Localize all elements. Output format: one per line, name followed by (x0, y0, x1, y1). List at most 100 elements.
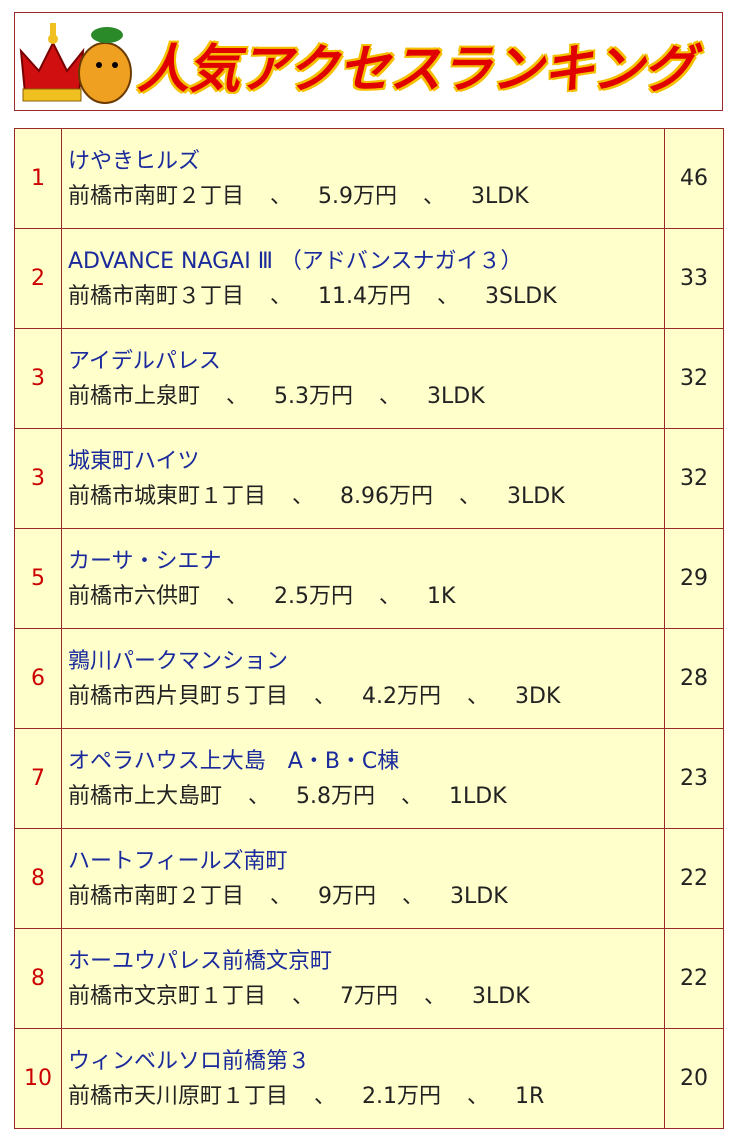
property-detail: 前橋市南町２丁目、 9万円、 3LDK (68, 879, 664, 914)
price: 8.96万円 (340, 483, 434, 509)
rank: 5 (14, 528, 62, 629)
layout: 3LDK (427, 383, 485, 409)
property: 鶉川パークマンション 前橋市西片貝町５丁目、 4.2万円、 3DK (61, 628, 665, 729)
ranking-row: 8 ハートフィールズ南町前橋市南町２丁目、 9万円、 3LDK 22 (14, 828, 724, 929)
property-name[interactable]: 鶉川パークマンション (68, 648, 289, 674)
price: 4.2万円 (362, 683, 442, 709)
property: アイデルパレス 前橋市上泉町、 5.3万円、 3LDK (61, 328, 665, 429)
separator: 、 (270, 283, 293, 309)
price: 5.8万円 (296, 783, 376, 809)
property-name[interactable]: オペラハウス上大島 A・B・C棟 (68, 748, 400, 774)
access-count: 32 (664, 328, 724, 429)
access-count: 28 (664, 628, 724, 729)
property-name[interactable]: ADVANCE NAGAI Ⅲ （アドバンスナガイ３） (68, 248, 523, 274)
header-icon (19, 23, 132, 104)
title: 人気アクセスランキング (136, 39, 696, 101)
property-name[interactable]: ハートフィールズ南町 (68, 848, 288, 874)
property-detail: 前橋市西片貝町５丁目、 4.2万円、 3DK (68, 679, 664, 714)
property-detail: 前橋市上泉町、 5.3万円、 3LDK (68, 379, 664, 414)
separator: 、 (226, 583, 249, 609)
rank: 2 (14, 228, 62, 329)
rank: 7 (14, 728, 62, 829)
address: 前橋市城東町１丁目 (68, 483, 267, 509)
ranking-row: 7 オペラハウス上大島 A・B・C棟 前橋市上大島町、 5.8万円、 1LDK 23 (14, 728, 724, 829)
property-detail: 前橋市六供町、 2.5万円、 1K (68, 579, 664, 614)
separator: 、 (292, 983, 315, 1009)
layout: 3LDK (507, 483, 565, 509)
property-name[interactable]: ホーユウパレス前橋文京町 (68, 948, 333, 974)
access-count: 22 (664, 928, 724, 1029)
separator: 、 (314, 683, 337, 709)
access-count: 46 (664, 128, 724, 229)
header: 人気アクセスランキング (14, 12, 723, 111)
ranking-row: 6 鶉川パークマンション 前橋市西片貝町５丁目、 4.2万円、 3DK 28 (14, 628, 724, 729)
property: けやきヒルズ 前橋市南町２丁目、 5.9万円、 3LDK (61, 128, 665, 229)
separator: 、 (437, 283, 460, 309)
property-name[interactable]: カーサ・シエナ (68, 548, 222, 574)
rank: 1 (14, 128, 62, 229)
access-count: 20 (664, 1028, 724, 1129)
property: ホーユウパレス前橋文京町 前橋市文京町１丁目、 7万円、 3LDK (61, 928, 665, 1029)
property-detail: 前橋市文京町１丁目、 7万円、 3LDK (68, 979, 664, 1014)
layout: 1K (427, 583, 456, 609)
layout: 1R (515, 1083, 545, 1109)
address: 前橋市西片貝町５丁目 (68, 683, 289, 709)
address: 前橋市六供町 (68, 583, 201, 609)
price: 2.1万円 (362, 1083, 442, 1109)
price: 7万円 (340, 983, 399, 1009)
rank: 8 (14, 828, 62, 929)
separator: 、 (401, 783, 424, 809)
access-count: 33 (664, 228, 724, 329)
property-name[interactable]: 城東町ハイツ (68, 448, 200, 474)
property-name[interactable]: アイデルパレス (68, 348, 221, 374)
address: 前橋市上大島町 (68, 783, 223, 809)
ranking-row: 3 城東町ハイツ 前橋市城東町１丁目、 8.96万円、 3LDK 32 (14, 428, 724, 529)
ranking-row: 2 ADVANCE NAGAI Ⅲ （アドバンスナガイ３） 前橋市南町３丁目、 11.… (14, 228, 724, 329)
ranking-row: 8 ホーユウパレス前橋文京町 前橋市文京町１丁目、 7万円、 3LDK 22 (14, 928, 724, 1029)
separator: 、 (423, 183, 446, 209)
property-detail: 前橋市南町２丁目、 5.9万円、 3LDK (68, 179, 664, 214)
separator: 、 (379, 383, 402, 409)
price: 5.9万円 (318, 183, 398, 209)
property-detail: 前橋市南町３丁目、 11.4万円、 3SLDK (68, 279, 664, 314)
address: 前橋市文京町１丁目 (68, 983, 267, 1009)
property: オペラハウス上大島 A・B・C棟 前橋市上大島町、 5.8万円、 1LDK (61, 728, 665, 829)
separator: 、 (248, 783, 271, 809)
property-name[interactable]: けやきヒルズ (68, 148, 201, 174)
price: 11.4万円 (318, 283, 412, 309)
separator: 、 (379, 583, 402, 609)
address: 前橋市上泉町 (68, 383, 201, 409)
separator: 、 (270, 183, 293, 209)
price: 5.3万円 (274, 383, 354, 409)
layout: 3LDK (450, 883, 508, 909)
access-count: 29 (664, 528, 724, 629)
layout: 1LDK (449, 783, 507, 809)
ranking-table: 1 けやきヒルズ 前橋市南町２丁目、 5.9万円、 3LDK 46 2 ADVANCE NAG… (14, 128, 724, 1129)
layout: 3LDK (472, 983, 530, 1009)
rank: 10 (14, 1028, 62, 1129)
access-count: 22 (664, 828, 724, 929)
separator: 、 (467, 1083, 490, 1109)
rank: 3 (14, 428, 62, 529)
separator: 、 (226, 383, 249, 409)
address: 前橋市南町２丁目 (68, 183, 245, 209)
ranking-row: 3 アイデルパレス 前橋市上泉町、 5.3万円、 3LDK 32 (14, 328, 724, 429)
separator: 、 (459, 483, 482, 509)
property: ハートフィールズ南町前橋市南町２丁目、 9万円、 3LDK (61, 828, 665, 929)
property-detail: 前橋市天川原町１丁目、 2.1万円、 1R (68, 1079, 664, 1114)
property-name[interactable]: ウィンベルソロ前橋第３ (68, 1048, 311, 1074)
property-detail: 前橋市城東町１丁目、 8.96万円、 3LDK (68, 479, 664, 514)
ranking-row: 1 けやきヒルズ 前橋市南町２丁目、 5.9万円、 3LDK 46 (14, 128, 724, 229)
separator: 、 (292, 483, 315, 509)
rank: 3 (14, 328, 62, 429)
address: 前橋市南町３丁目 (68, 283, 245, 309)
rank: 8 (14, 928, 62, 1029)
layout: 3LDK (471, 183, 529, 209)
property: ADVANCE NAGAI Ⅲ （アドバンスナガイ３） 前橋市南町３丁目、 11.4… (61, 228, 665, 329)
access-count: 32 (664, 428, 724, 529)
property: 城東町ハイツ 前橋市城東町１丁目、 8.96万円、 3LDK (61, 428, 665, 529)
access-count: 23 (664, 728, 724, 829)
property: カーサ・シエナ 前橋市六供町、 2.5万円、 1K (61, 528, 665, 629)
rank: 6 (14, 628, 62, 729)
